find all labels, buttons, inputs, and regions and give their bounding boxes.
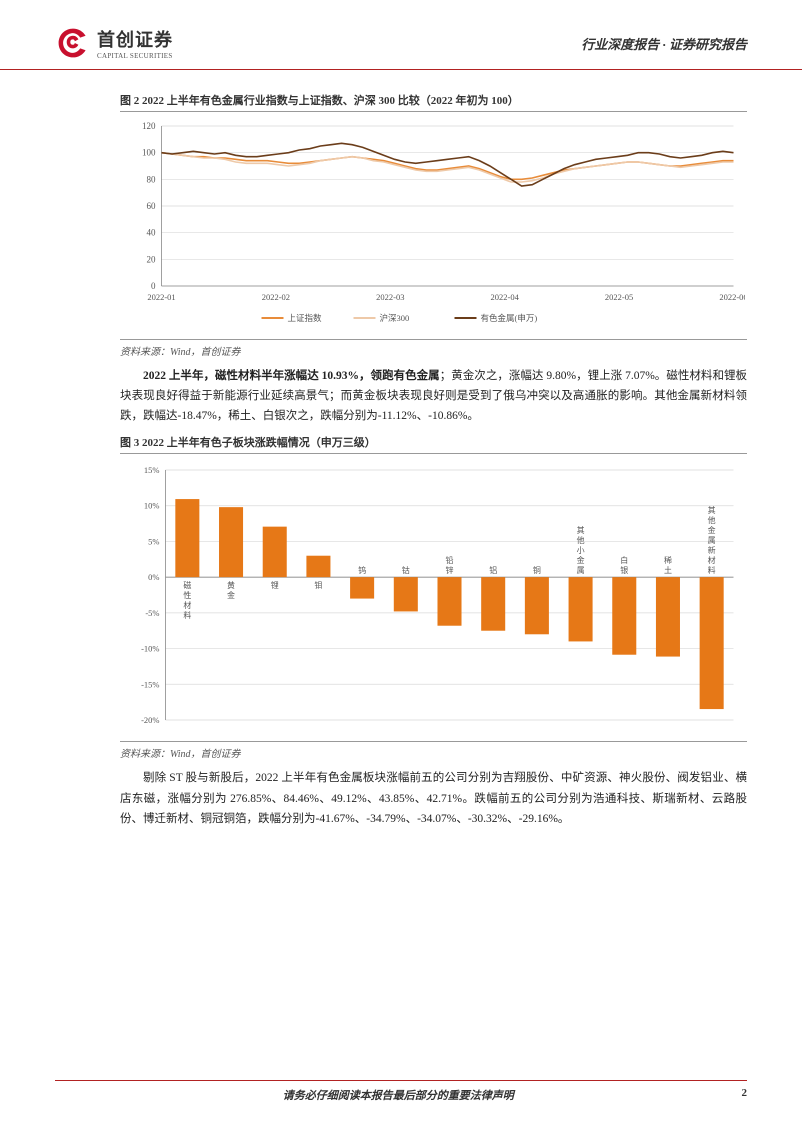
svg-text:铝: 铝 bbox=[489, 566, 497, 576]
svg-text:小: 小 bbox=[577, 547, 585, 556]
svg-text:锂: 锂 bbox=[271, 581, 279, 591]
svg-text:2022-06: 2022-06 bbox=[719, 292, 745, 302]
logo-area: 首创证券 CAPITAL SECURITIES bbox=[55, 25, 173, 61]
svg-text:材: 材 bbox=[183, 601, 191, 611]
logo-name-cn: 首创证券 bbox=[97, 26, 173, 52]
svg-text:金: 金 bbox=[577, 556, 585, 566]
svg-text:黄: 黄 bbox=[227, 581, 235, 591]
svg-text:15%: 15% bbox=[144, 465, 160, 475]
svg-text:10%: 10% bbox=[144, 501, 160, 511]
page-content: 图 2 2022 上半年有色金属行业指数与上证指数、沪深 300 比较（2022… bbox=[0, 70, 802, 829]
line-chart: 0 20 40 60 80 100 120 2022-01 2022-02 2022-03 2022… bbox=[122, 118, 745, 328]
svg-text:-15%: -15% bbox=[141, 680, 159, 690]
svg-text:铅: 铅 bbox=[446, 556, 454, 566]
figure-2-source: 资料来源：Wind，首创证券 bbox=[120, 343, 747, 358]
svg-text:磁: 磁 bbox=[183, 581, 191, 591]
paragraph-1: 2022 上半年，磁性材料半年涨幅达 10.93%，领跑有色金属；黄金次之，涨幅… bbox=[120, 366, 747, 426]
svg-text:2022-04: 2022-04 bbox=[491, 292, 520, 302]
svg-text:土: 土 bbox=[664, 566, 672, 576]
svg-text:银: 银 bbox=[620, 566, 628, 576]
svg-text:-10%: -10% bbox=[141, 644, 159, 654]
figure-2-title: 图 2 2022 上半年有色金属行业指数与上证指数、沪深 300 比较（2022… bbox=[120, 92, 747, 108]
svg-text:-5%: -5% bbox=[145, 608, 159, 618]
svg-text:新: 新 bbox=[708, 546, 716, 556]
svg-text:沪深300: 沪深300 bbox=[380, 313, 410, 323]
figure-3-wrap: -20%-15%-10%-5%0%5%10%15%磁性材料黄金锂钼钨钴铅锌铝铜其… bbox=[120, 453, 747, 742]
svg-text:锌: 锌 bbox=[446, 566, 454, 576]
svg-text:100: 100 bbox=[142, 148, 156, 158]
svg-text:其: 其 bbox=[577, 527, 585, 536]
para1-bold: 2022 上半年，磁性材料半年涨幅达 10.93%，领跑有色金属 bbox=[143, 370, 440, 382]
svg-text:料: 料 bbox=[708, 566, 716, 576]
svg-text:0: 0 bbox=[151, 281, 156, 291]
report-type: 行业深度报告 · 证券研究报告 bbox=[581, 34, 747, 53]
svg-text:他: 他 bbox=[708, 516, 716, 526]
svg-text:钼: 钼 bbox=[314, 581, 322, 591]
svg-text:属: 属 bbox=[577, 567, 585, 576]
svg-text:80: 80 bbox=[147, 174, 157, 184]
svg-text:20: 20 bbox=[147, 254, 157, 264]
svg-text:其: 其 bbox=[708, 507, 716, 516]
svg-text:金: 金 bbox=[708, 526, 716, 536]
svg-text:性: 性 bbox=[183, 591, 191, 601]
svg-text:40: 40 bbox=[147, 228, 157, 238]
svg-text:铜: 铜 bbox=[533, 566, 541, 576]
svg-text:钴: 钴 bbox=[402, 566, 410, 576]
svg-text:2022-01: 2022-01 bbox=[147, 292, 175, 302]
svg-text:稀: 稀 bbox=[664, 556, 672, 566]
paragraph-2: 剔除 ST 股与新股后，2022 上半年有色金属板块涨幅前五的公司分别为吉翔股份… bbox=[120, 768, 747, 828]
svg-text:2022-02: 2022-02 bbox=[262, 292, 290, 302]
svg-text:2022-03: 2022-03 bbox=[376, 292, 404, 302]
svg-text:2022-05: 2022-05 bbox=[605, 292, 633, 302]
svg-text:材: 材 bbox=[708, 556, 716, 566]
page-header: 首创证券 CAPITAL SECURITIES 行业深度报告 · 证券研究报告 bbox=[0, 0, 802, 70]
svg-text:5%: 5% bbox=[148, 537, 159, 547]
footer-disclaimer: 请务必仔细阅读本报告最后部分的重要法律声明 bbox=[283, 1087, 514, 1103]
svg-text:钨: 钨 bbox=[358, 566, 366, 576]
svg-text:白: 白 bbox=[620, 556, 628, 566]
figure-3-source: 资料来源：Wind，首创证券 bbox=[120, 745, 747, 760]
svg-text:60: 60 bbox=[147, 201, 157, 211]
bar-chart: -20%-15%-10%-5%0%5%10%15%磁性材料黄金锂钼钨钴铅锌铝铜其… bbox=[122, 460, 745, 730]
logo-name-en: CAPITAL SECURITIES bbox=[97, 52, 173, 60]
svg-text:他: 他 bbox=[577, 536, 585, 546]
svg-text:120: 120 bbox=[142, 121, 156, 131]
company-logo-icon bbox=[55, 25, 91, 61]
page-footer: 请务必仔细阅读本报告最后部分的重要法律声明 2 bbox=[55, 1080, 747, 1103]
svg-text:0%: 0% bbox=[148, 573, 159, 583]
page-number: 2 bbox=[742, 1087, 748, 1103]
svg-text:有色金属(申万): 有色金属(申万) bbox=[481, 313, 538, 323]
svg-text:上证指数: 上证指数 bbox=[288, 313, 323, 323]
svg-text:料: 料 bbox=[183, 611, 191, 621]
svg-text:-20%: -20% bbox=[141, 715, 159, 725]
svg-text:属: 属 bbox=[708, 537, 716, 546]
figure-2-wrap: 0 20 40 60 80 100 120 2022-01 2022-02 2022-03 2022… bbox=[120, 111, 747, 340]
svg-text:金: 金 bbox=[227, 591, 235, 601]
figure-3-title: 图 3 2022 上半年有色子板块涨跌幅情况（申万三级） bbox=[120, 434, 747, 450]
